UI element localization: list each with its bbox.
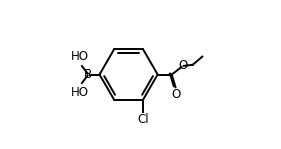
Text: Cl: Cl	[137, 113, 149, 126]
Text: HO: HO	[71, 86, 89, 99]
Text: O: O	[171, 88, 181, 101]
Text: B: B	[84, 68, 92, 81]
Text: HO: HO	[71, 50, 89, 63]
Text: O: O	[178, 59, 187, 72]
